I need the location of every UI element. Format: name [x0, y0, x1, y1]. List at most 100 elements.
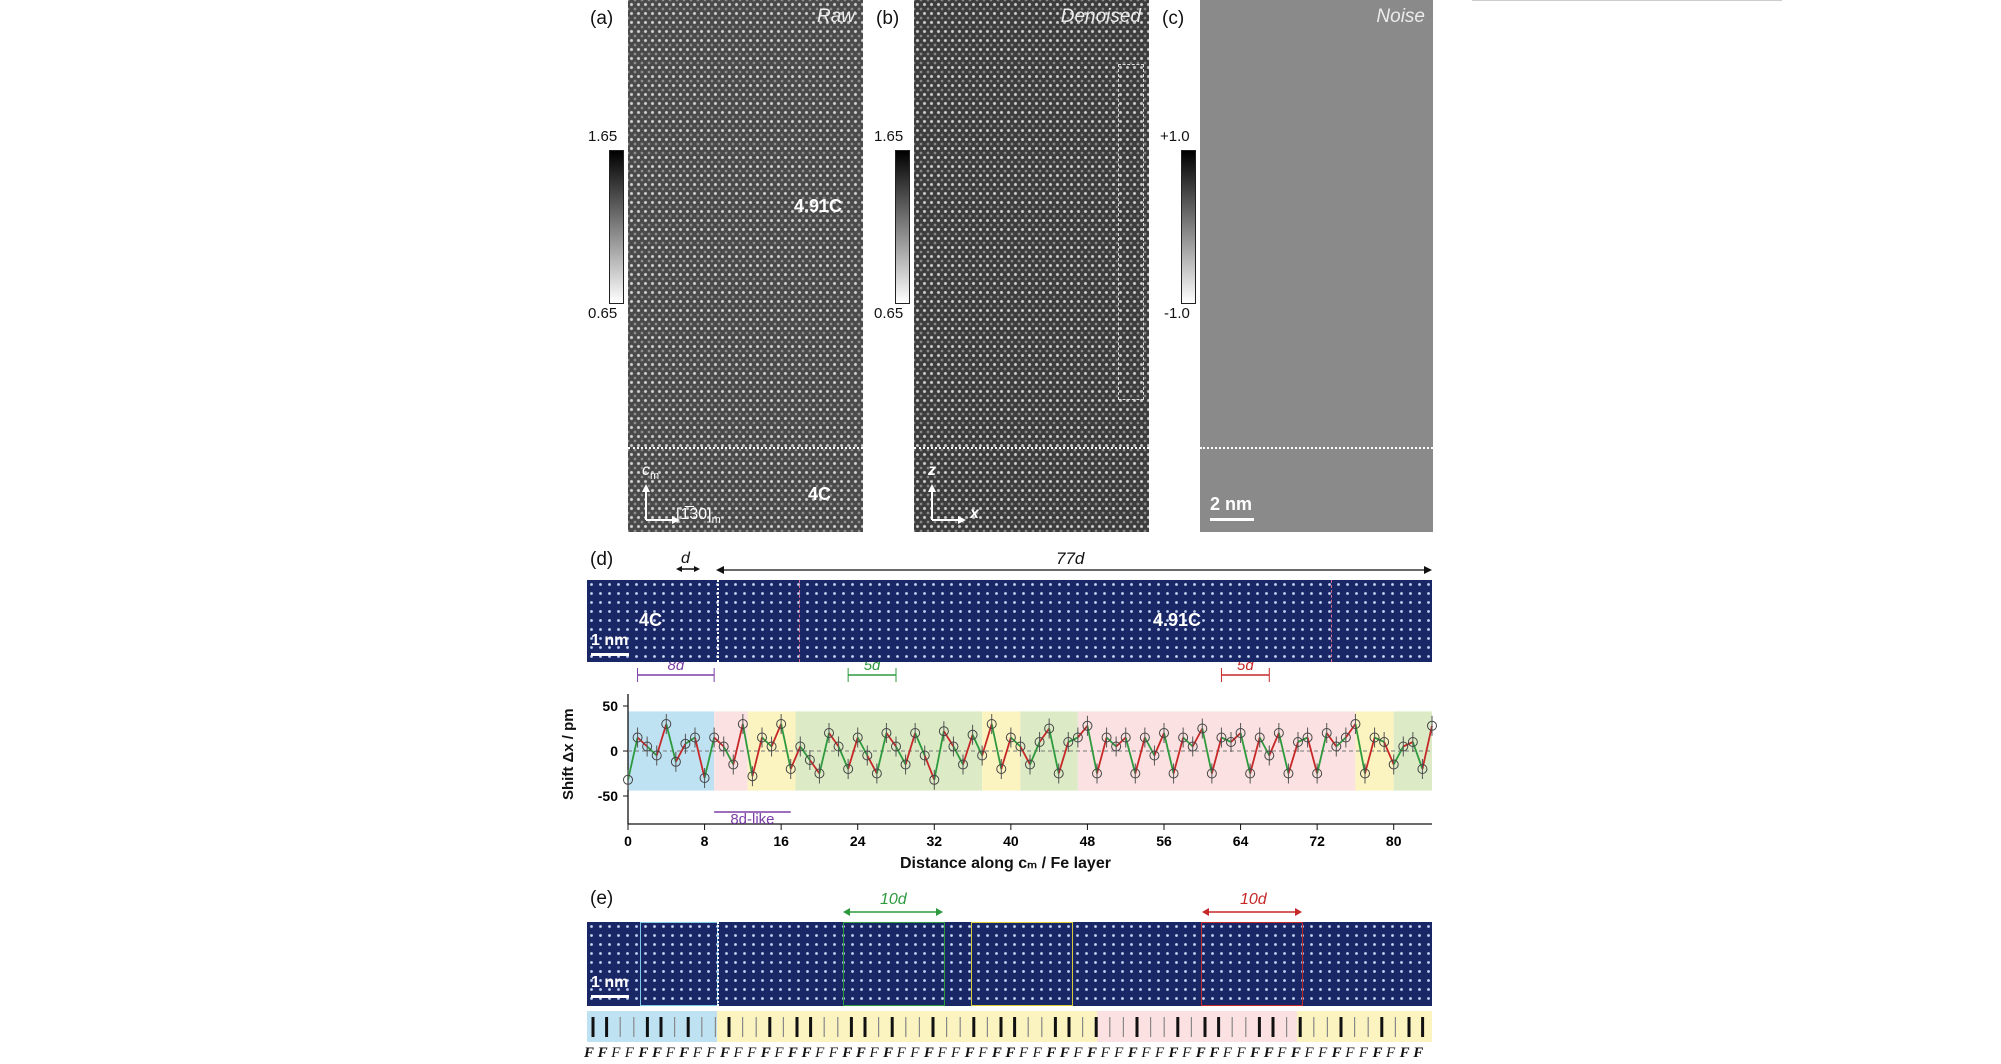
- f-letter-2: F: [611, 1045, 621, 1061]
- data-point-77: [1360, 768, 1370, 779]
- series-segment-43: [1038, 727, 1050, 743]
- data-point-42: [1025, 759, 1035, 770]
- f-letter-39: F: [1114, 1045, 1124, 1061]
- series-segment-73: [1325, 732, 1338, 748]
- data-point-23: [843, 764, 854, 774]
- series-segment-59: [1191, 728, 1204, 747]
- f-letter-20: F: [855, 1045, 866, 1061]
- colorbar-max-a: 1.65: [588, 128, 618, 145]
- axis-up-sub-a: m: [650, 470, 660, 483]
- f-letter-17: F: [815, 1045, 825, 1061]
- f-letter-37: F: [1086, 1045, 1097, 1061]
- data-point-25: [862, 750, 873, 761]
- f-letter-0: F: [584, 1045, 595, 1061]
- f-letter-58: F: [1372, 1045, 1383, 1061]
- data-point-20: [814, 768, 825, 779]
- series-segment-18: [799, 745, 811, 761]
- data-point-81: [1398, 741, 1409, 752]
- f-letter-52: F: [1290, 1045, 1301, 1061]
- data-point-32: [929, 774, 940, 785]
- f-letter-55: F: [1331, 1045, 1342, 1061]
- data-point-79: [1379, 737, 1390, 747]
- f-letter-6: F: [665, 1045, 675, 1061]
- f-letter-35: F: [1059, 1045, 1070, 1061]
- series-segment-83: [1421, 725, 1433, 770]
- xtick-label-7: 56: [1156, 833, 1172, 849]
- f-letter-13: F: [760, 1045, 771, 1061]
- data-point-45: [1053, 768, 1064, 779]
- label-4c: 4C: [808, 484, 832, 504]
- interface-line-d: [717, 580, 719, 662]
- data-point-17: [785, 764, 796, 774]
- series-segment-58: [1182, 736, 1194, 748]
- period-5d-red-label: 5d: [1237, 662, 1254, 674]
- axis-x-b: x: [970, 505, 979, 522]
- f-letter-28: F: [964, 1045, 975, 1061]
- d-spacing-label: d: [681, 550, 690, 567]
- series-segment-52: [1124, 737, 1137, 774]
- data-point-72: [1312, 768, 1323, 779]
- f-letter-42: F: [1154, 1045, 1165, 1061]
- box-yellow: [971, 922, 1073, 1006]
- data-point-63: [1226, 737, 1236, 747]
- data-point-60: [1197, 723, 1208, 734]
- series-segment-61: [1210, 737, 1223, 774]
- data-point-68: [1273, 728, 1284, 738]
- data-point-53: [1130, 768, 1141, 779]
- series-segment-23: [847, 737, 859, 770]
- series-segment-24: [856, 737, 869, 756]
- series-segment-69: [1287, 741, 1299, 774]
- data-point-51: [1111, 741, 1122, 752]
- data-point-47: [1072, 732, 1083, 743]
- data-point-12: [737, 719, 748, 729]
- f-letter-46: F: [1209, 1045, 1220, 1061]
- f-letter-3: F: [624, 1045, 634, 1061]
- data-point-39: [996, 764, 1007, 774]
- f-letter-31: F: [1005, 1045, 1016, 1061]
- data-point-58: [1178, 732, 1189, 743]
- f-letter-12: F: [747, 1045, 757, 1061]
- axes-icon-b: [928, 484, 966, 524]
- series-segment-39: [1000, 737, 1012, 770]
- series-segment-19: [809, 759, 821, 775]
- f-letter-40: F: [1127, 1045, 1138, 1061]
- top-rule: [1472, 0, 1782, 1]
- interface-line-e: [717, 922, 719, 1006]
- xtick-label-5: 40: [1003, 833, 1019, 849]
- data-point-30: [910, 728, 921, 738]
- series-segment-47: [1077, 725, 1089, 739]
- ytick-label-2: -50: [598, 788, 618, 804]
- interface-line-a: [628, 447, 863, 449]
- axis-z-b: z: [928, 462, 936, 479]
- series-segment-20: [818, 732, 830, 774]
- chart-xlabel: Distance along cₘ / Fe layer: [900, 855, 1111, 872]
- data-point-31: [919, 750, 930, 761]
- series-segment-44: [1048, 728, 1060, 774]
- f-letter-53: F: [1304, 1045, 1314, 1061]
- f-letter-50: F: [1263, 1045, 1274, 1061]
- series-segment-64: [1239, 732, 1252, 774]
- series-segment-35: [962, 734, 974, 765]
- data-point-41: [1015, 741, 1026, 752]
- period-5d-green-label: 5d: [864, 662, 881, 674]
- data-point-2: [642, 741, 653, 752]
- f-letter-23: F: [896, 1045, 906, 1061]
- series-segment-80: [1392, 746, 1405, 765]
- series-segment-4: [665, 723, 677, 763]
- series-segment-48: [1086, 725, 1098, 774]
- f-letter-57: F: [1358, 1045, 1369, 1061]
- data-point-8: [699, 773, 710, 783]
- strip-4c-label: 4C: [639, 610, 663, 630]
- data-point-26: [871, 768, 882, 779]
- series-segment-7: [694, 737, 706, 779]
- f-letter-19: F: [842, 1045, 853, 1061]
- series-segment-67: [1268, 732, 1280, 756]
- series-segment-57: [1172, 737, 1185, 774]
- series-segment-38: [990, 723, 1003, 770]
- raw-title: Raw: [816, 6, 855, 27]
- box-red: [1201, 922, 1303, 1006]
- data-point-67: [1264, 750, 1275, 761]
- data-point-29: [900, 759, 911, 770]
- series-segment-45: [1057, 741, 1070, 774]
- data-point-57: [1168, 768, 1179, 779]
